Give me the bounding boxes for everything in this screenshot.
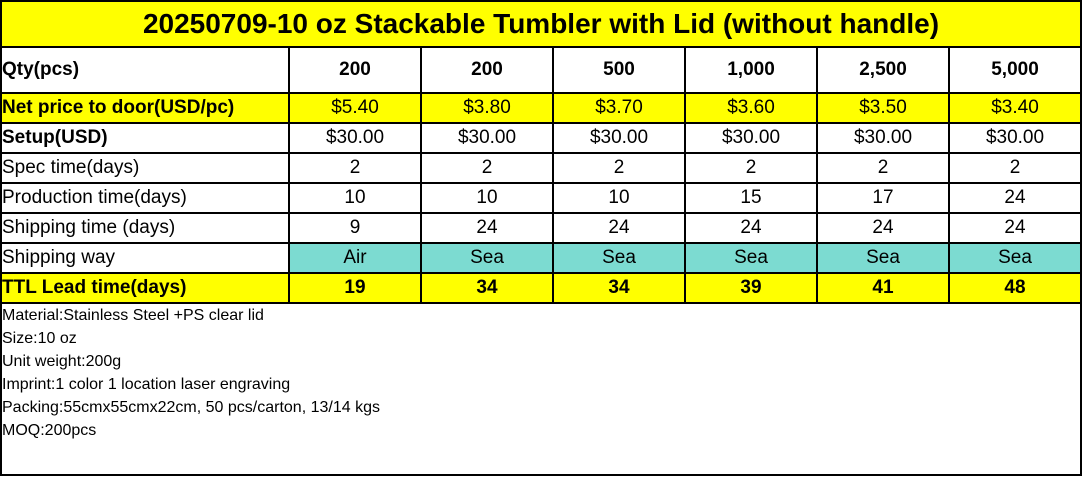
row-label: Spec time(days)	[0, 152, 290, 184]
value-cell: 19	[288, 272, 422, 304]
value-cell: 48	[948, 272, 1082, 304]
value-cell: 24	[948, 212, 1082, 244]
note-line: Size:10 oz	[2, 330, 77, 347]
value-cell: Sea	[552, 242, 686, 274]
note-line: Unit weight:200g	[2, 353, 122, 370]
value-cell: $3.40	[948, 92, 1082, 124]
value-cell: $30.00	[684, 122, 818, 154]
value-cell: 500	[552, 46, 686, 94]
value-cell: 39	[684, 272, 818, 304]
value-cell: $3.60	[684, 92, 818, 124]
value-cell: Sea	[684, 242, 818, 274]
table-row: Net price to door(USD/pc) $5.40 $3.80 $3.70…	[0, 92, 1082, 124]
value-cell: 34	[420, 272, 554, 304]
notes-cell: Material:Stainless Steel +PS clear lid Si…	[0, 302, 1082, 476]
value-cell: 15	[684, 182, 818, 214]
value-cell: Sea	[420, 242, 554, 274]
table-row: Spec time(days) 2 2 2 2 2 2	[0, 152, 1082, 184]
note-line: MOQ:200pcs	[2, 422, 97, 439]
table-row: Setup(USD) $30.00 $30.00 $30.00 $30.00 $30.00…	[0, 122, 1082, 154]
value-cell: $30.00	[552, 122, 686, 154]
value-cell: 10	[552, 182, 686, 214]
value-cell: 24	[816, 212, 950, 244]
row-label: Setup(USD)	[0, 122, 290, 154]
value-cell: 2	[552, 152, 686, 184]
value-cell: 24	[420, 212, 554, 244]
value-cell: $3.70	[552, 92, 686, 124]
value-cell: 2	[816, 152, 950, 184]
row-label: Shipping time (days)	[0, 212, 290, 244]
value-cell: Sea	[816, 242, 950, 274]
value-cell: 2	[288, 152, 422, 184]
value-cell: $3.80	[420, 92, 554, 124]
value-cell: 200	[288, 46, 422, 94]
value-cell: $3.50	[816, 92, 950, 124]
notes-row: Material:Stainless Steel +PS clear lid Si…	[0, 302, 1082, 476]
value-cell: 10	[420, 182, 554, 214]
value-cell: 24	[684, 212, 818, 244]
table-row: Shipping time (days) 9 24 24 24 24 24	[0, 212, 1082, 244]
table-row: Qty(pcs) 200 200 500 1,000 2,500 5,000	[0, 46, 1082, 94]
value-cell: 10	[288, 182, 422, 214]
value-cell: 200	[420, 46, 554, 94]
note-line: Packing:55cmx55cmx22cm, 50 pcs/carton, 1…	[2, 399, 380, 416]
value-cell: 2,500	[816, 46, 950, 94]
value-cell: 2	[948, 152, 1082, 184]
value-cell: $5.40	[288, 92, 422, 124]
value-cell: Sea	[948, 242, 1082, 274]
note-line: Imprint:1 color 1 location laser engravi…	[2, 376, 291, 393]
row-label: Production time(days)	[0, 182, 290, 214]
value-cell: $30.00	[816, 122, 950, 154]
table-row: Production time(days) 10 10 10 15 17 24	[0, 182, 1082, 214]
value-cell: 9	[288, 212, 422, 244]
row-label: Net price to door(USD/pc)	[0, 92, 290, 124]
table-row: Shipping way Air Sea Sea Sea Sea Sea	[0, 242, 1082, 274]
row-label: Shipping way	[0, 242, 290, 274]
value-cell: 17	[816, 182, 950, 214]
value-cell: 24	[552, 212, 686, 244]
value-cell: 34	[552, 272, 686, 304]
value-cell: $30.00	[948, 122, 1082, 154]
value-cell: $30.00	[288, 122, 422, 154]
value-cell: 2	[420, 152, 554, 184]
row-label: TTL Lead time(days)	[0, 272, 290, 304]
pricing-rows-container: Qty(pcs) 200 200 500 1,000 2,500 5,000 Net pric…	[0, 46, 1082, 304]
value-cell: Air	[288, 242, 422, 274]
sheet-title: 20250709-10 oz Stackable Tumbler with Li…	[0, 0, 1082, 48]
value-cell: 41	[816, 272, 950, 304]
value-cell: 5,000	[948, 46, 1082, 94]
value-cell: 24	[948, 182, 1082, 214]
title-row: 20250709-10 oz Stackable Tumbler with Li…	[0, 0, 1082, 48]
note-line: Material:Stainless Steel +PS clear lid	[2, 307, 264, 324]
table-row: TTL Lead time(days) 19 34 34 39 41 48	[0, 272, 1082, 304]
value-cell: 1,000	[684, 46, 818, 94]
row-label: Qty(pcs)	[0, 46, 290, 94]
value-cell: $30.00	[420, 122, 554, 154]
value-cell: 2	[684, 152, 818, 184]
